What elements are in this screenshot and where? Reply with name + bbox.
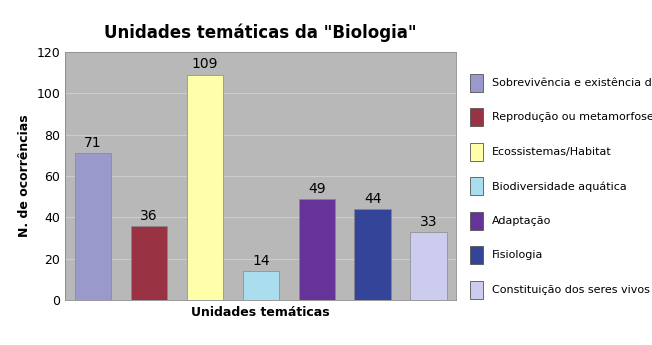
Text: Fisiologia: Fisiologia [492,250,544,260]
Text: 71: 71 [84,136,102,150]
Text: 14: 14 [252,254,270,268]
Text: 44: 44 [364,192,381,206]
FancyBboxPatch shape [470,281,483,299]
Text: Constituição dos seres vivos: Constituição dos seres vivos [492,285,650,295]
FancyBboxPatch shape [470,246,483,264]
Text: 33: 33 [420,215,437,229]
Bar [186,75,223,300]
Title: Unidades temáticas da "Biologia": Unidades temáticas da "Biologia" [104,23,417,42]
X-axis label: Unidades temáticas: Unidades temáticas [192,306,330,319]
Bar [131,226,167,300]
Bar [410,232,447,300]
Bar [299,199,335,300]
Text: Adaptação: Adaptação [492,216,552,226]
FancyBboxPatch shape [470,74,483,92]
Text: Biodiversidade aquática: Biodiversidade aquática [492,181,627,191]
FancyBboxPatch shape [470,143,483,161]
Y-axis label: N. de ocorrências: N. de ocorrências [18,115,31,237]
FancyBboxPatch shape [470,177,483,195]
Text: Ecossistemas/Habitat: Ecossistemas/Habitat [492,147,612,157]
Text: 36: 36 [140,208,158,223]
Text: Sobrevivência e existência de vida: Sobrevivência e existência de vida [492,78,652,88]
Bar [75,153,111,300]
Bar [355,209,391,300]
FancyBboxPatch shape [470,212,483,230]
Bar [243,271,279,300]
Text: Reprodução ou metamorfose: Reprodução ou metamorfose [492,112,652,122]
Text: 49: 49 [308,181,325,196]
Text: 109: 109 [192,57,218,71]
FancyBboxPatch shape [470,108,483,126]
